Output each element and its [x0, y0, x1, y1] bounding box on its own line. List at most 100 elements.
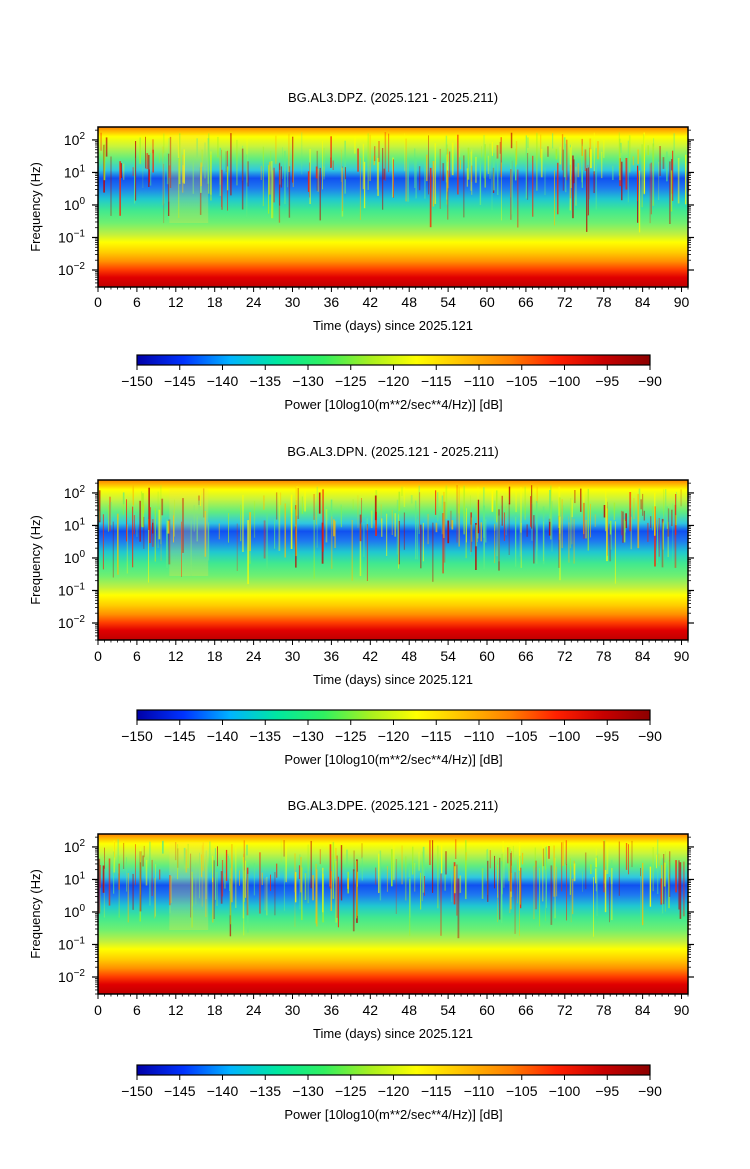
spectrogram-streak — [519, 519, 521, 557]
spectrogram-streak — [392, 157, 394, 198]
spectrogram-streak — [675, 860, 677, 893]
spectrogram-streak — [369, 134, 371, 181]
spectrogram-streak — [544, 166, 546, 196]
spectrogram-streak — [566, 864, 567, 921]
spectrogram-streak — [477, 499, 480, 534]
y-tick-base: 10 — [64, 839, 80, 855]
spectrogram-streak — [618, 132, 620, 176]
colorbar-tick-label: −110 — [464, 1083, 495, 1099]
spectrogram-streak — [679, 862, 682, 919]
y-tick-label: 102 — [64, 484, 86, 501]
spectrogram-streak — [597, 141, 599, 160]
spectrogram-streak — [228, 513, 229, 543]
spectrogram-streak — [454, 866, 456, 894]
spectrogram-streak — [247, 520, 249, 585]
spectrogram-streak — [266, 514, 268, 570]
spectrogram-streak — [327, 512, 329, 521]
y-tick-label: 10−2 — [58, 968, 85, 985]
spectrogram-streak — [174, 499, 175, 537]
spectrogram-streak — [329, 844, 332, 889]
spectrogram-streak — [497, 158, 499, 195]
spectrogram-streak — [470, 495, 471, 555]
spectrogram-streak — [526, 524, 528, 537]
spectrogram-streak — [466, 168, 468, 187]
spectrogram-streak — [242, 495, 244, 552]
spectrogram-streak — [669, 161, 671, 224]
x-tick-label: 48 — [401, 294, 417, 310]
spectrogram-streak — [510, 860, 512, 910]
spectrogram-streak — [151, 859, 153, 896]
spectrogram-streak — [315, 863, 317, 924]
spectrogram-streak — [405, 138, 407, 202]
spectrogram-streak — [243, 870, 245, 902]
x-tick-label: 30 — [285, 294, 301, 310]
spectrogram-streak — [666, 506, 668, 529]
spectrogram-streak — [391, 849, 393, 887]
x-tick-label: 6 — [133, 294, 141, 310]
spectrogram-streak — [139, 851, 142, 912]
spectrogram-streak — [173, 510, 174, 532]
spectrogram-streak — [347, 878, 349, 889]
spectrogram-streak — [498, 515, 500, 562]
spectrogram-streak — [119, 161, 121, 216]
spectrogram-streak — [620, 142, 622, 154]
spectrogram-streak — [463, 485, 465, 535]
spectrogram-streak — [315, 166, 318, 179]
spectrogram-streak — [570, 498, 572, 549]
y-tick-exponent: 1 — [79, 870, 85, 881]
y-tick-base: 10 — [64, 197, 80, 213]
spectrogram-streak — [198, 495, 200, 505]
spectrogram-streak — [559, 146, 561, 165]
spectrogram-streak — [603, 841, 605, 893]
spectrogram-streak — [361, 857, 363, 881]
spectrogram-streak — [332, 841, 335, 899]
colorbar-tick-label: −130 — [292, 1083, 324, 1099]
spectrogram-streak — [663, 862, 666, 887]
spectrogram-streak — [336, 855, 338, 918]
spectrogram-streak — [340, 845, 343, 901]
spectrogram-streak — [439, 148, 441, 209]
spectrogram-streak — [447, 170, 449, 220]
spectrogram-streak — [435, 490, 437, 515]
spectrogram-streak — [394, 513, 396, 537]
spectrogram-streak — [410, 495, 413, 504]
spectrogram-streak — [421, 851, 423, 902]
spectrogram-streak — [573, 519, 575, 564]
spectrogram-streak — [663, 854, 665, 905]
spectrogram-streak — [276, 863, 278, 878]
spectrogram-streak — [110, 502, 112, 526]
spectrogram-streak — [139, 862, 141, 922]
spectrogram-streak — [649, 163, 651, 224]
spectrogram-streak — [221, 860, 224, 897]
y-tick-exponent: −2 — [74, 614, 86, 625]
y-tick-label: 10−2 — [58, 261, 85, 278]
spectrogram-streak — [241, 148, 244, 210]
colorbar-tick-label: −135 — [249, 1083, 281, 1099]
spectrogram-streak — [163, 133, 165, 154]
spectrogram-streak — [612, 165, 614, 180]
spectrogram-streak — [149, 841, 151, 906]
spectrogram-streak — [512, 845, 514, 858]
spectrogram-streak — [593, 171, 595, 194]
spectrogram-streak — [580, 488, 582, 512]
spectrogram-streak — [432, 522, 434, 582]
spectrogram-streak — [344, 167, 346, 180]
x-axis-label: Time (days) since 2025.121 — [313, 672, 473, 687]
spectrogram-streak — [568, 522, 570, 563]
spectrogram-streak — [535, 501, 538, 564]
spectrogram-streak — [283, 840, 285, 857]
spectrogram-streak — [396, 499, 399, 555]
spectrogram-streak — [456, 864, 458, 916]
spectrogram-streak — [485, 519, 487, 543]
colorbar-tick-label: −130 — [292, 373, 324, 389]
spectrogram-streak — [246, 154, 248, 218]
spectrogram-streak — [395, 859, 397, 914]
spectrogram-streak — [650, 516, 652, 528]
y-axis-label: Frequency (Hz) — [28, 869, 43, 959]
spectrogram-streak — [178, 159, 180, 218]
spectrogram-streak — [319, 167, 321, 221]
spectrogram-streak — [178, 158, 180, 174]
x-tick-label: 90 — [674, 648, 690, 664]
spectrogram-streak — [587, 488, 589, 551]
